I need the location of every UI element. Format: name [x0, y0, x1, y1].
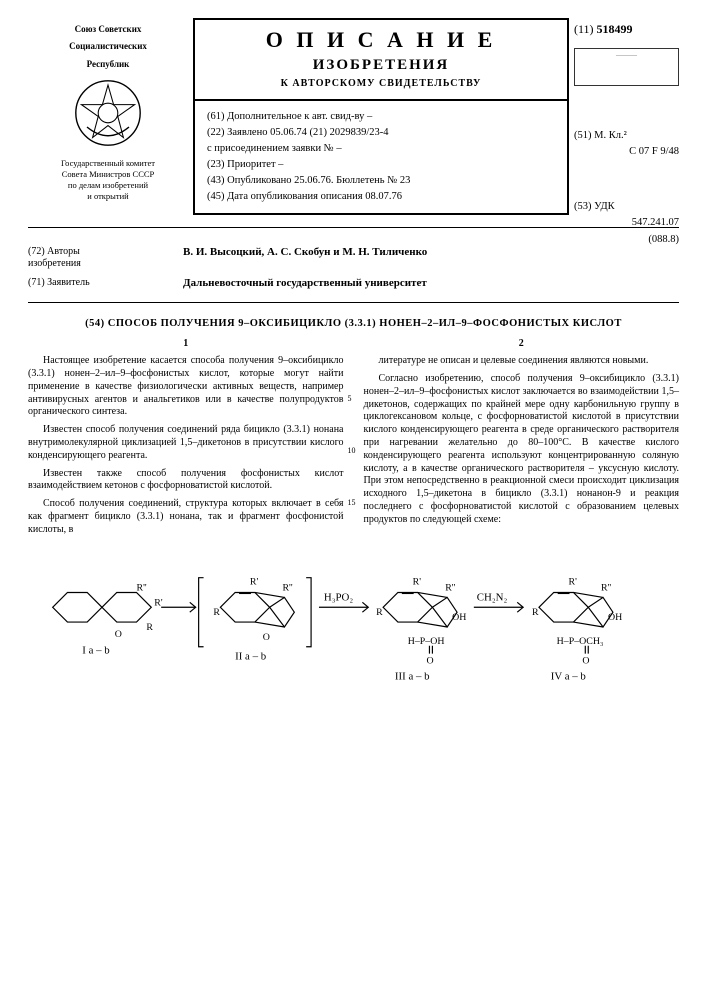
applicant-value: Дальневосточный государственный универси… [183, 277, 679, 291]
applicant-label: (71) Заявитель [28, 277, 183, 291]
scheme-sub-R2: R'' [601, 582, 611, 593]
scheme-sub-R1: R' [250, 576, 259, 587]
scheme-sub-R: R [376, 607, 383, 618]
field-22b: с присоединением заявки № – [207, 142, 555, 155]
scheme-label-I: I a – b [82, 644, 110, 656]
issuing-org: Союз Советских Социалистических Республи… [28, 18, 188, 202]
title-sub: ИЗОБРЕТЕНИЯ [207, 56, 555, 75]
paragraph: Настоящее изобретение касается способа п… [28, 355, 344, 419]
committee-line: по делам изобретений [28, 180, 188, 191]
scheme-sub-O: O [582, 655, 589, 666]
field-43: (43) Опубликовано 25.06.76. Бюллетень № … [207, 174, 555, 187]
divider-icon [28, 302, 679, 303]
classification-block: (51) М. Кл.² C 07 F 9/48 (53) УДК 547.24… [574, 126, 679, 249]
field-61: (61) Дополнительное к авт. свид-ву – [207, 110, 555, 123]
scheme-reagent-2: CH₂N₂ [477, 591, 508, 603]
scheme-sub-R1: R' [154, 597, 163, 608]
scheme-label-III: III a – b [395, 670, 430, 682]
scheme-sub-HPO: H–P–OCH₃ [557, 635, 604, 646]
line-number: 5 [348, 394, 352, 404]
paragraph: Известен также способ получения фосфонис… [28, 468, 344, 494]
scheme-sub-R1: R' [569, 576, 578, 587]
paragraph: Известен способ получения соединений ряд… [28, 424, 344, 462]
scheme-label-II: II a – b [235, 650, 267, 662]
column-1: 1 Настоящее изобретение касается способа… [28, 338, 344, 541]
scheme-sub-R2: R'' [445, 582, 455, 593]
svg-text:O: O [115, 628, 122, 639]
biblio-form: (61) Дополнительное к авт. свид-ву – (22… [193, 101, 569, 215]
title-big: О П И С А Н И Е [207, 26, 555, 54]
column-2: 2 литературе не описан и целевые соедине… [364, 338, 680, 541]
scheme-sub-R: R [213, 607, 220, 618]
field-51-label: (51) М. Кл.² [574, 129, 679, 142]
field-22: (22) Заявлено 05.06.74 (21) 2029839/23-4 [207, 126, 555, 139]
scheme-sub-R2: R'' [282, 582, 292, 593]
field-51-value: C 07 F 9/48 [574, 145, 679, 158]
document-title: (54) СПОСОБ ПОЛУЧЕНИЯ 9–ОКСИБИЦИКЛО (3.3… [28, 317, 679, 330]
applicant-row: (71) Заявитель Дальневосточный государст… [28, 277, 679, 291]
reaction-scheme-diagram: R'' R' O R I a – b R R' R'' O II a – b [28, 552, 679, 702]
committee-line: и открытий [28, 191, 188, 202]
authors-value: В. И. Высоцкий, А. С. Скобун и М. Н. Тил… [183, 246, 679, 271]
scheme-sub-R: R [532, 607, 539, 618]
scheme-sub-R1: R' [413, 576, 422, 587]
field-53-label: (53) УДК [574, 200, 679, 213]
publication-number: (11) 518499 [574, 22, 679, 37]
field-53-value: 547.241.07 [574, 216, 679, 229]
scheme-sub-HP: H–P–OH [408, 635, 445, 646]
committee-line: Совета Министров СССР [28, 169, 188, 180]
authors-label: (72) Авторы изобретения [28, 246, 183, 271]
state-seal-icon [73, 78, 143, 148]
paragraph: Способ получения соединений, структура к… [28, 498, 344, 536]
paragraph: Согласно изобретению, способ получения 9… [364, 373, 680, 527]
org-line: Социалистических [28, 41, 188, 52]
scheme-sub-R: R [146, 621, 153, 632]
header: Союз Советских Социалистических Республи… [28, 18, 679, 215]
meta-block: (72) Авторы изобретения В. И. Высоцкий, … [28, 246, 679, 291]
scheme-sub-OH: OH [452, 612, 466, 623]
scheme-sub-R2: R'' [137, 582, 147, 593]
field-53-value2: (088.8) [574, 233, 679, 246]
column-number: 1 [28, 338, 344, 351]
title-sub2: К АВТОРСКОМУ СВИДЕТЕЛЬСТВУ [207, 78, 555, 91]
svg-text:O: O [263, 631, 270, 642]
authors-row: (72) Авторы изобретения В. И. Высоцкий, … [28, 246, 679, 271]
field-45: (45) Дата опубликования описания 08.07.7… [207, 190, 555, 203]
line-number: 10 [348, 446, 356, 456]
org-line: Республик [28, 59, 188, 70]
scheme-label-IV: IV a – b [551, 670, 587, 682]
org-line: Союз Советских [28, 24, 188, 35]
committee-block: Государственный комитет Совета Министров… [28, 158, 188, 202]
line-number: 15 [348, 498, 356, 508]
scheme-sub-OH: OH [608, 612, 622, 623]
title-box: О П И С А Н И Е ИЗОБРЕТЕНИЯ К АВТОРСКОМУ… [193, 18, 569, 101]
field-23: (23) Приоритет – [207, 158, 555, 171]
paragraph: литературе не описан и целевые соединени… [364, 355, 680, 368]
pub-number-value: 518499 [597, 22, 633, 36]
column-number: 2 [364, 338, 680, 351]
committee-line: Государственный комитет [28, 158, 188, 169]
scheme-reagent-1: H₃PO₂ [324, 591, 353, 603]
scheme-sub-O: O [426, 655, 433, 666]
body-columns: 1 Настоящее изобретение касается способа… [28, 338, 679, 541]
library-stamp: ——— [574, 48, 679, 86]
pub-number-prefix: (11) [574, 22, 594, 36]
